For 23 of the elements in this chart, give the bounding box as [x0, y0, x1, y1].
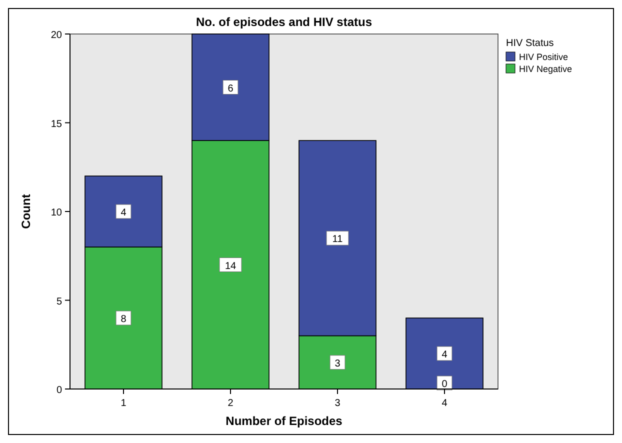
y-tick-label: 5 — [56, 296, 62, 308]
x-tick-label: 1 — [120, 398, 127, 409]
chart-title: No. of episodes and HIV status — [196, 15, 372, 29]
x-tick-label: 3 — [334, 398, 341, 409]
x-tick-label: 2 — [228, 398, 234, 409]
y-axis-title: Count — [19, 194, 33, 229]
data-label: 4 — [120, 208, 127, 218]
data-label: 4 — [442, 350, 448, 360]
data-label: 11 — [332, 234, 344, 246]
legend-label: HIV Negative — [519, 64, 572, 74]
annotation: 0 — [442, 379, 448, 390]
legend-label: HIV Positive — [519, 52, 568, 62]
y-tick-label: 0 — [56, 385, 62, 396]
x-tick-label: 4 — [442, 398, 448, 409]
legend-title: HIV Status — [506, 38, 554, 49]
y-tick-label: 20 — [50, 30, 62, 41]
data-label: 3 — [334, 358, 341, 370]
data-label: 6 — [228, 83, 234, 94]
x-axis-title: Number of Episodes — [226, 414, 343, 428]
data-label: 8 — [120, 314, 127, 325]
data-label: 14 — [224, 260, 236, 272]
y-tick-label: 15 — [50, 118, 62, 130]
y-tick-label: 10 — [50, 208, 62, 218]
